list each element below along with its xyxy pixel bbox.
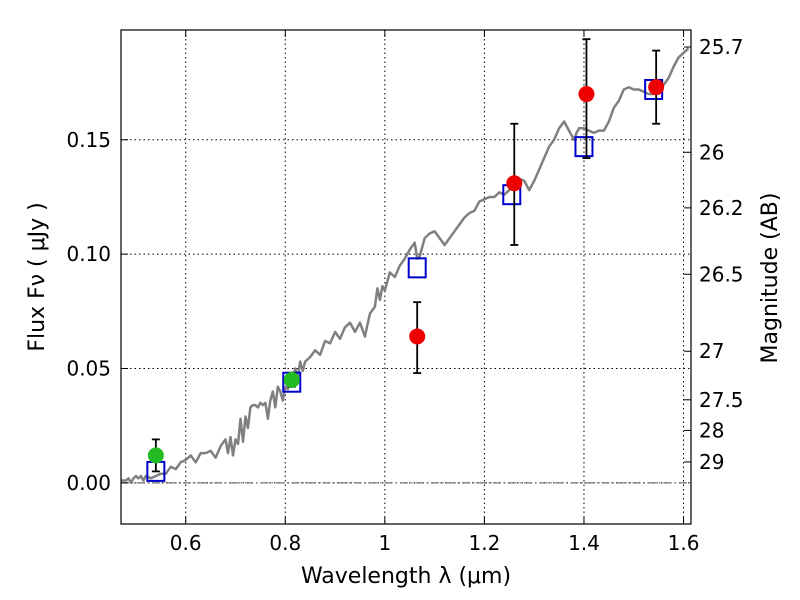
y-tick-label: 0.10 xyxy=(66,242,111,266)
plot-frame xyxy=(120,29,692,525)
x-tick-label: 0.6 xyxy=(170,531,202,555)
y-tick-label: 0.00 xyxy=(66,471,111,495)
x-tick-label: 1.4 xyxy=(568,531,600,555)
plot-area xyxy=(121,38,690,485)
magnitude-tick-label: 25.7 xyxy=(699,35,744,59)
y-tick-label: 0.15 xyxy=(66,128,111,152)
magnitude-tick-label: 27 xyxy=(699,339,724,363)
observed-point xyxy=(578,86,595,103)
magnitude-tick-label: 26.2 xyxy=(699,196,744,220)
grid-lines xyxy=(121,30,691,524)
observed-point xyxy=(648,79,665,96)
model-spectrum-line xyxy=(121,47,690,485)
observed-point xyxy=(147,447,164,464)
y-axis-title: Flux Fν ( μJy ) xyxy=(25,202,50,351)
axes xyxy=(120,29,692,525)
observed-point xyxy=(409,328,426,345)
magnitude-tick-label: 28 xyxy=(699,418,724,442)
x-tick-label: 1.6 xyxy=(668,531,700,555)
x-axis-title: Wavelength λ (μm) xyxy=(301,564,511,589)
x-tick-label: 1.2 xyxy=(468,531,500,555)
magnitude-tick-label: 26.5 xyxy=(699,262,744,286)
x-tick-label: 0.8 xyxy=(269,531,301,555)
observed-point xyxy=(506,175,523,192)
magnitude-tick-label: 29 xyxy=(699,450,724,474)
y-axis-title-right: Magnitude (AB) xyxy=(758,193,783,364)
observed-point xyxy=(283,371,300,388)
y-tick-label: 0.05 xyxy=(66,356,111,380)
ticks: 0.6 0.8 1 1.2 1.4 1.6 0.00 0.05 0.10 0.15 25.7 26 26… xyxy=(66,30,744,555)
magnitude-tick-label: 26 xyxy=(699,140,724,164)
magnitude-tick-label: 27.5 xyxy=(699,388,744,412)
x-tick-label: 1 xyxy=(378,531,391,555)
model-photometry-square xyxy=(407,257,427,279)
model-photometry-square xyxy=(574,136,594,158)
